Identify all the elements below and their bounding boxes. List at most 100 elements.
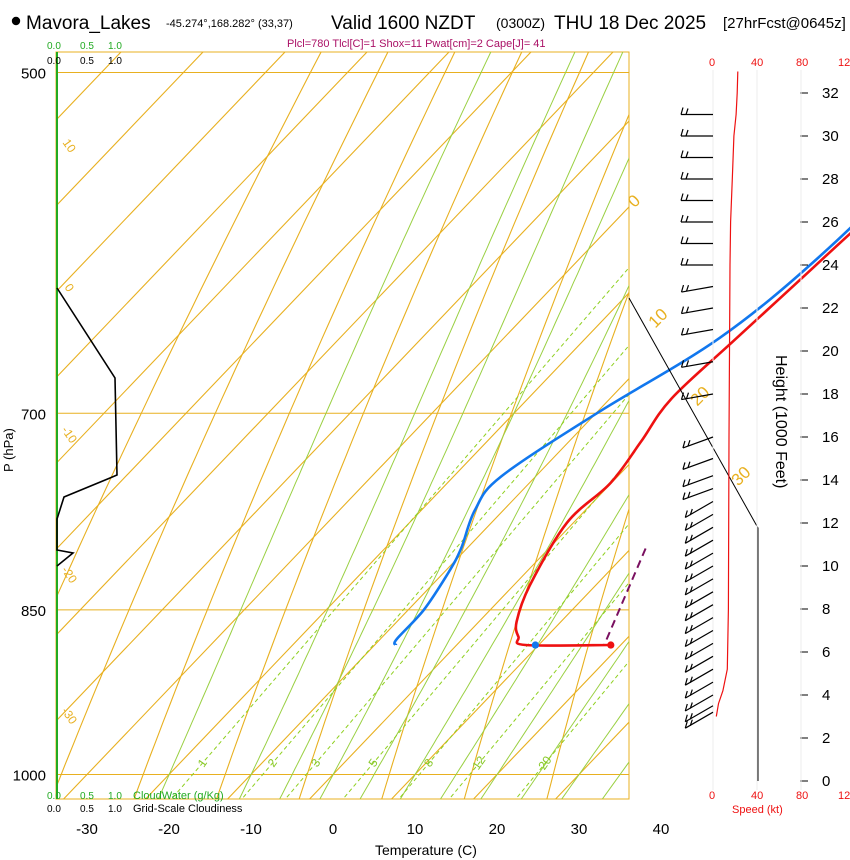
wind-barb [680,257,713,266]
dry-adiabat-240 [56,52,389,790]
cloudiness-tick-0: 0.0 [47,804,61,815]
valid-time: Valid 1600 NZDT [331,13,476,34]
height-tick-24: 24 [822,257,839,274]
height-tick-6: 6 [822,644,830,661]
mixing-ratio-20 [515,660,629,799]
dry-adiabat-280 [381,113,629,799]
isotherm--80 [56,52,368,379]
wind-barb [684,655,714,673]
mixing-ratio-12 [448,581,629,799]
cloudwater-tick-1: 0.5 [80,791,94,802]
dry-adiabat-label--30: -30 [59,705,81,728]
dry-adiabat-310 [628,798,629,799]
wind-barb [680,306,714,315]
wind-barb [680,236,713,245]
isotherm--90 [56,52,286,293]
dry-adiabat-label--20: -20 [59,564,81,587]
dry-adiabat-290 [463,290,629,799]
parcel-path [603,548,647,646]
isotherm--100 [56,52,204,207]
wind-barb [684,668,714,686]
height-tick-14: 14 [822,472,839,489]
height-tick-16: 16 [822,429,839,446]
pressure-tick-700: 700 [21,406,46,423]
isotherm-0 [308,463,629,799]
wind-barb [684,500,714,519]
dry-adiabat-300 [546,507,629,799]
moist-adiabat-0 [319,156,629,799]
cloudiness-top-tick-2: 1.0 [108,56,122,67]
dry-adiabat-330 [790,0,850,824]
wind-barb [680,171,713,180]
wind-barb [684,629,714,648]
speed-top-tick-3: 12 [838,57,850,69]
cloudiness-top-tick-0: 0.0 [47,56,61,67]
station-name: Mavora_Lakes [26,13,151,34]
temp-tick-10: 10 [407,821,424,838]
wind-barb [684,681,714,699]
cloudiness-top-tick-1: 0.5 [80,56,94,67]
forecast-label: [27hrFcst@0645z] [723,15,846,32]
moist-adiabat-10 [399,399,629,799]
isotherm--70 [56,52,450,465]
height-tick-0: 0 [822,773,830,790]
cloudwater-top-tick-1: 0.5 [80,41,94,52]
cloudiness-tick-2: 1.0 [108,804,122,815]
mixing-ratio-3 [284,393,629,799]
isotherm-40 [614,0,850,824]
cloudwater-tick-0: 0.0 [47,791,61,802]
speed-bottom-tick-3: 12 [838,790,850,802]
wind-barb [680,150,713,159]
height-axis-title: Height (1000 Feet) [772,355,789,488]
wind-barb [680,214,713,223]
dry-adiabat-label--10: -10 [59,424,81,447]
height-tick-10: 10 [822,558,839,575]
wind-barb [680,193,713,202]
height-tick-32: 32 [822,85,839,102]
left-axis: 2503004005007008501000 [13,52,118,799]
wind-barb [682,488,714,501]
speed-bottom-tick-0: 0 [709,790,715,802]
isotherm--110 [56,52,122,121]
cloudwater-label: CloudWater (g/Kg) [133,790,224,802]
valid-date: THU 18 Dec 2025 [554,13,706,34]
mixing-ratio-2 [241,344,629,799]
dewpoint-profile [393,226,850,646]
wind-barb [684,526,714,544]
speed-axis-title: Speed (kt) [732,804,783,816]
mixing-ratio-label-5: 5 [365,756,380,770]
height-tick-4: 4 [822,687,830,704]
wind-barb [680,107,713,116]
moist-adiabat--20 [157,52,492,799]
stats-line: Plcl=780 Tlcl[C]=1 Shox=11 Pwat[cm]=2 Ca… [287,38,546,50]
wind-barb [684,565,714,583]
height-tick-8: 8 [822,601,830,618]
wind-barb [680,392,714,401]
wind-barb [684,694,714,712]
isotherm-label-0: 0 [624,191,644,211]
dry-adiabat-270 [298,52,590,799]
cloudwater-tick-2: 1.0 [108,791,122,802]
speed-bottom-tick-2: 80 [796,790,808,802]
mixing-ratio-label-1: 1 [195,756,210,770]
cloudiness-tick-1: 0.5 [80,804,94,815]
wind-barb [680,327,714,336]
cloudwater-top-tick-0: 0.0 [47,41,61,52]
grid-layer [56,0,850,824]
cloudiness-label: Grid-Scale Cloudiness [133,803,243,815]
pressure-tick-1000: 1000 [13,768,46,785]
mixing-ratio-label-3: 3 [308,756,323,770]
temp-tick-40: 40 [653,821,670,838]
temp-tick--20: -20 [158,821,180,838]
moist-adiabat-35 [601,761,629,799]
wind-barb [684,513,714,531]
height-tick-2: 2 [822,730,830,747]
wind-barb [684,539,714,557]
isotherm--20 [144,292,629,799]
moist-adiabat-30 [561,702,629,799]
height-tick-28: 28 [822,171,839,188]
station-coords: -45.274°,168.282° (33,37) [166,18,293,30]
moist-adiabat--10 [238,52,576,799]
isotherm-30 [554,721,629,799]
